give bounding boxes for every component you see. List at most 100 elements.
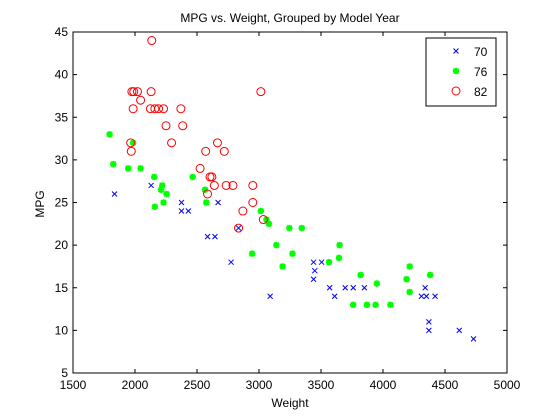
x-tick-label: 3000	[246, 378, 273, 392]
point-series-82	[159, 104, 169, 114]
legend-box	[425, 37, 497, 107]
point-series-70	[228, 259, 234, 266]
point-series-70	[470, 336, 477, 342]
point-series-70	[361, 284, 368, 291]
x-tick-label: 1500	[60, 378, 87, 392]
point-series-70	[418, 293, 425, 300]
point-series-76	[151, 173, 158, 181]
point-series-76	[350, 301, 357, 308]
point-series-82	[221, 180, 231, 190]
point-series-70	[422, 284, 429, 291]
point-series-76	[373, 280, 380, 287]
data-points	[106, 36, 477, 342]
point-series-82	[178, 121, 188, 131]
point-series-76	[325, 258, 333, 266]
point-series-76	[298, 224, 305, 232]
point-series-76	[335, 254, 343, 262]
point-series-70	[215, 199, 221, 206]
x-tick-label: 2000	[122, 378, 149, 392]
point-series-82	[132, 87, 142, 97]
x-axis-ticks: 1500 2000 2500 3000 3500 4000 4500 5000	[60, 32, 521, 392]
y-axis-title: MPG	[33, 190, 47, 217]
point-series-76	[203, 199, 210, 206]
point-series-70	[426, 327, 432, 334]
x-tick-label: 4000	[370, 378, 397, 392]
point-series-82	[209, 180, 219, 190]
point-series-76	[406, 263, 413, 270]
point-series-76	[265, 220, 273, 228]
point-series-76	[426, 271, 434, 279]
chart-title: MPG vs. Weight, Grouped by Model Year	[180, 11, 399, 25]
point-series-82	[256, 87, 266, 97]
point-series-82	[128, 104, 138, 114]
point-series-76	[129, 139, 137, 147]
point-series-82	[201, 146, 211, 156]
y-tick-label: 35	[55, 110, 69, 124]
point-series-76	[372, 301, 379, 308]
point-series-82	[129, 87, 139, 97]
point-series-76	[289, 250, 296, 257]
point-series-82	[203, 189, 213, 199]
legend: 70 76 82	[425, 37, 497, 107]
y-axis-ticks: 5 10 15 20 25 30 35 40 45	[55, 25, 507, 380]
point-series-76	[357, 271, 364, 279]
legend-marker-82	[451, 86, 461, 96]
point-series-76	[403, 276, 410, 283]
point-series-76	[106, 131, 113, 138]
legend-label-70: 70	[474, 45, 488, 59]
point-series-76	[336, 241, 343, 249]
point-series-76	[248, 250, 256, 257]
y-tick-label: 20	[55, 238, 69, 252]
y-tick-label: 30	[55, 153, 69, 167]
point-series-70	[456, 327, 463, 334]
x-tick-label: 2500	[184, 378, 211, 392]
point-series-70	[426, 318, 432, 325]
y-tick-label: 45	[55, 25, 69, 39]
point-series-76	[124, 165, 132, 172]
point-series-82	[147, 36, 157, 46]
legend-marker-70	[453, 48, 459, 54]
point-series-82	[126, 146, 136, 156]
point-series-70	[148, 182, 154, 189]
y-tick-label: 5	[61, 366, 68, 380]
point-series-82	[161, 121, 171, 131]
point-series-82	[154, 104, 164, 114]
point-series-76	[257, 207, 265, 215]
legend-marker-76	[452, 67, 460, 75]
point-series-82	[136, 95, 146, 105]
point-series-70	[310, 259, 317, 266]
point-series-76	[137, 165, 144, 172]
point-series-70	[331, 293, 338, 300]
x-tick-label: 4500	[432, 378, 459, 392]
x-tick-label: 5000	[494, 378, 521, 392]
point-series-82	[219, 146, 229, 156]
point-series-82	[207, 172, 217, 182]
point-series-76	[387, 301, 394, 308]
series-82	[126, 36, 268, 233]
point-series-70	[235, 225, 242, 231]
series-76	[106, 131, 434, 308]
point-series-82	[176, 104, 186, 114]
point-series-82	[212, 138, 222, 148]
point-series-76	[160, 199, 167, 206]
point-series-76	[363, 301, 371, 308]
point-series-82	[167, 138, 177, 148]
point-series-70	[178, 208, 185, 214]
point-series-70	[311, 267, 318, 274]
point-series-70	[318, 259, 325, 266]
point-series-82	[228, 180, 238, 190]
point-series-76	[279, 263, 286, 270]
point-series-70	[178, 199, 185, 206]
point-series-70	[310, 276, 317, 283]
point-series-82	[150, 104, 160, 114]
point-series-82	[234, 223, 244, 233]
y-tick-label: 40	[55, 68, 69, 82]
point-series-70	[342, 284, 349, 291]
point-series-82	[195, 163, 205, 173]
series-70	[111, 182, 477, 342]
legend-label-82: 82	[474, 85, 488, 99]
point-series-76	[286, 224, 293, 232]
point-series-76	[110, 160, 117, 168]
